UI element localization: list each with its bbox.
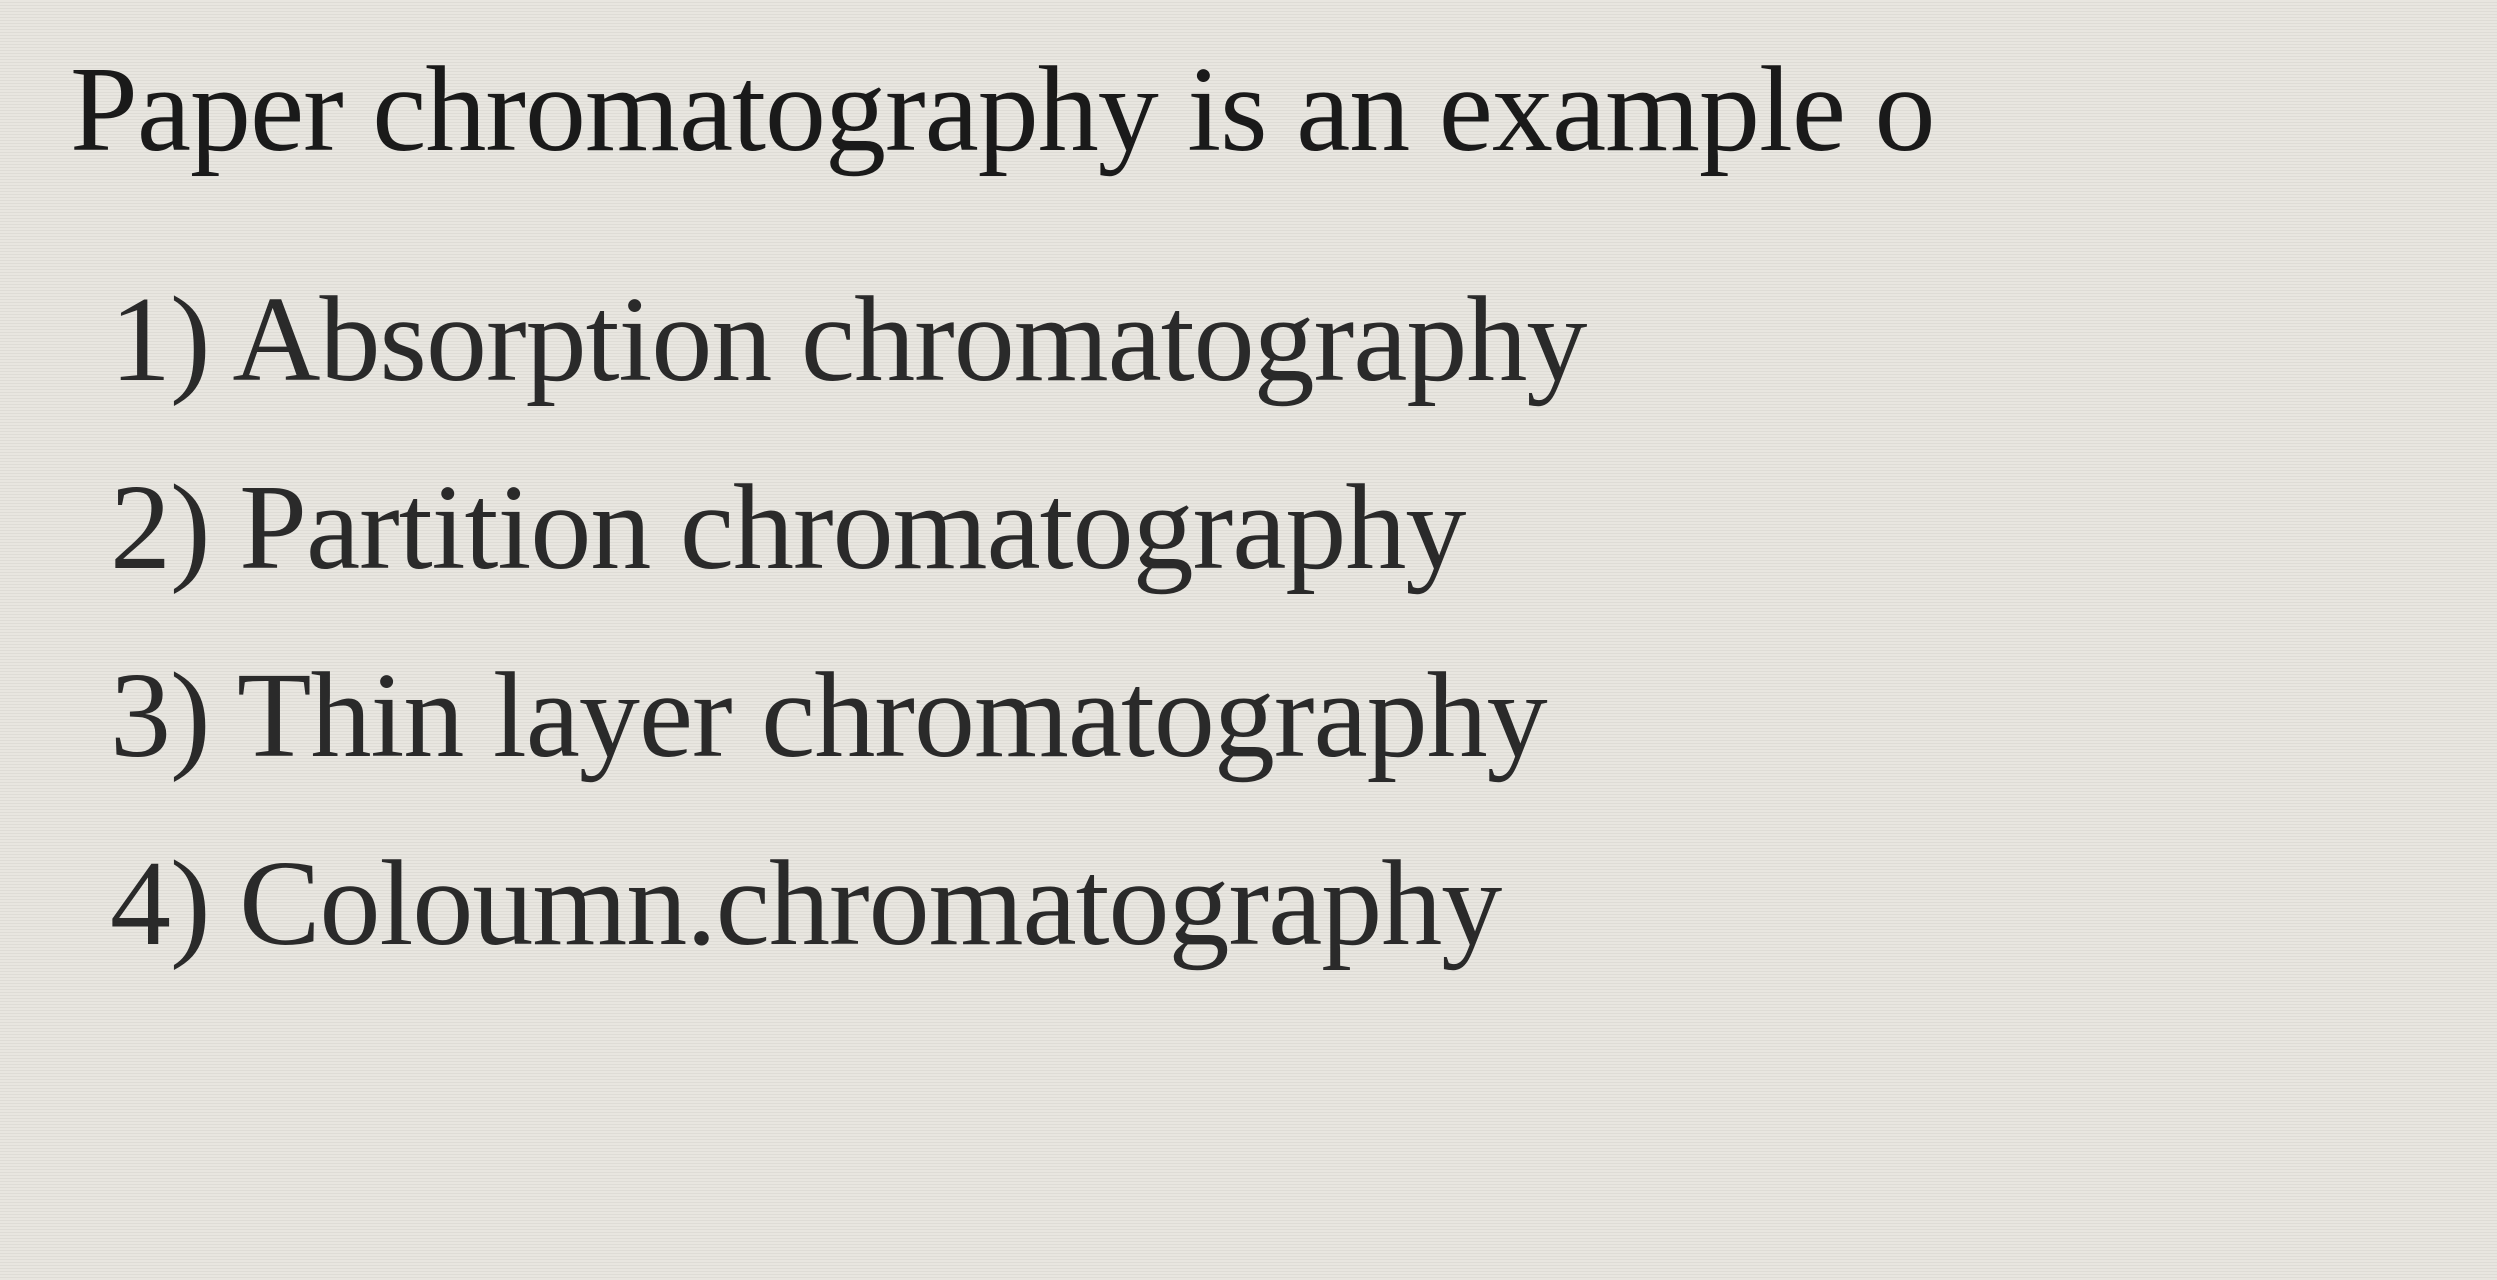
option-3: 3) Thin layer chromatography bbox=[110, 646, 2427, 786]
option-text: Coloumn.chromatography bbox=[239, 836, 1501, 971]
option-number: 2) bbox=[110, 460, 210, 595]
option-number: 1) bbox=[110, 272, 210, 407]
options-list: 1) Absorption chromatography 2) Partitio… bbox=[70, 270, 2427, 974]
option-2: 2) Partition chromatography bbox=[110, 458, 2427, 598]
option-4: 4) Coloumn.chromatography bbox=[110, 834, 2427, 974]
option-text: Absorption chromatography bbox=[232, 272, 1586, 407]
option-number: 3) bbox=[110, 648, 210, 783]
question-text: Paper chromatography is an example o bbox=[70, 40, 2427, 180]
option-text: Partition chromatography bbox=[239, 460, 1465, 595]
option-number: 4) bbox=[110, 836, 210, 971]
option-text: Thin layer chromatography bbox=[237, 648, 1547, 783]
option-1: 1) Absorption chromatography bbox=[110, 270, 2427, 410]
